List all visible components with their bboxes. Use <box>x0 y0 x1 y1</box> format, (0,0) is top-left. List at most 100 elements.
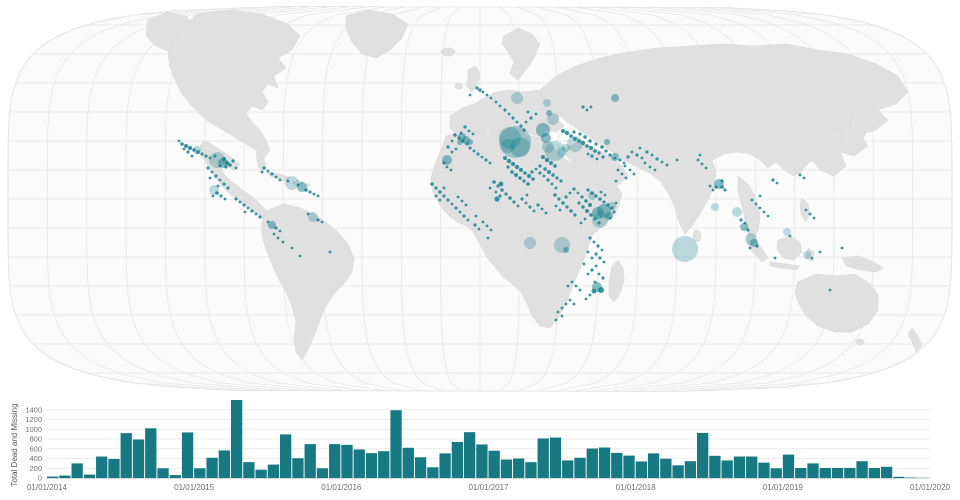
map-bubble[interactable] <box>507 112 511 116</box>
map-bubble[interactable] <box>312 192 316 196</box>
map-bubble[interactable] <box>810 256 814 260</box>
map-bubble[interactable] <box>568 191 572 195</box>
map-bubble[interactable] <box>755 244 759 248</box>
map-bubble[interactable] <box>458 210 462 214</box>
map-bubble[interactable] <box>222 182 226 186</box>
map-bubble[interactable] <box>594 252 598 256</box>
map-bubble[interactable] <box>446 145 450 149</box>
bar[interactable] <box>402 447 414 478</box>
map-bubble[interactable] <box>501 139 515 153</box>
map-bubble[interactable] <box>281 240 285 244</box>
bar[interactable] <box>758 462 770 478</box>
map-bubble[interactable] <box>266 220 270 224</box>
bar[interactable] <box>71 463 83 479</box>
map-bubble[interactable] <box>434 186 438 190</box>
map-bubble[interactable] <box>480 155 484 159</box>
map-bubble[interactable] <box>450 139 454 143</box>
map-bubble[interactable] <box>572 187 576 191</box>
map-bubble[interactable] <box>746 228 750 232</box>
map-bubble[interactable] <box>488 186 492 190</box>
map-bubble[interactable] <box>798 173 802 177</box>
map-bubble[interactable] <box>601 276 605 280</box>
map-bubble[interactable] <box>626 155 630 159</box>
map-bubble[interactable] <box>485 224 489 228</box>
map-bubble[interactable] <box>268 221 276 229</box>
map-bubble[interactable] <box>492 180 496 184</box>
map-bubble[interactable] <box>590 268 594 272</box>
map-bubble[interactable] <box>723 188 727 192</box>
map-bubble[interactable] <box>597 221 601 225</box>
map-bubble[interactable] <box>543 99 551 107</box>
map-bubble[interactable] <box>320 220 324 224</box>
map-bubble[interactable] <box>473 223 477 227</box>
map-bubble[interactable] <box>453 133 457 137</box>
bar[interactable] <box>819 468 831 478</box>
map-bubble[interactable] <box>525 193 529 197</box>
map-bubble[interactable] <box>602 260 606 264</box>
map-bubble[interactable] <box>804 208 808 212</box>
map-bubble[interactable] <box>604 139 610 145</box>
map-bubble[interactable] <box>510 170 514 174</box>
map-bubble[interactable] <box>640 156 644 160</box>
map-bubble[interactable] <box>214 174 218 178</box>
map-bubble[interactable] <box>519 124 523 128</box>
bar[interactable] <box>451 442 464 478</box>
map-bubble[interactable] <box>328 250 332 254</box>
map-bubble[interactable] <box>595 157 599 161</box>
map-bubble[interactable] <box>590 256 594 260</box>
map-bubble[interactable] <box>564 302 568 306</box>
map-bubble[interactable] <box>675 158 679 162</box>
map-bubble[interactable] <box>564 195 568 199</box>
map-bubble[interactable] <box>720 185 724 189</box>
map-bubble[interactable] <box>606 203 610 207</box>
map-bubble[interactable] <box>559 179 563 183</box>
map-bubble[interactable] <box>524 237 536 249</box>
map-bubble[interactable] <box>557 147 567 157</box>
map-bubble[interactable] <box>597 272 601 276</box>
map-bubble[interactable] <box>529 116 533 120</box>
map-bubble[interactable] <box>600 145 604 149</box>
chart-bars[interactable] <box>47 400 930 479</box>
map-bubble[interactable] <box>278 178 282 182</box>
map-bubble[interactable] <box>573 213 577 217</box>
map-bubble[interactable] <box>246 206 250 210</box>
map-bubble[interactable] <box>530 170 534 174</box>
map-bubble[interactable] <box>550 182 554 186</box>
map-bubble[interactable] <box>494 196 500 202</box>
map-bubble[interactable] <box>788 234 792 238</box>
map-bubble[interactable] <box>467 129 471 133</box>
map-bubble[interactable] <box>481 90 485 94</box>
map-bubble[interactable] <box>762 210 766 214</box>
bar[interactable] <box>647 453 660 478</box>
map-bubble[interactable] <box>546 110 552 116</box>
map-bubble[interactable] <box>476 152 480 156</box>
map-bubble[interactable] <box>534 167 538 171</box>
bar[interactable] <box>660 458 672 478</box>
map-bubble[interactable] <box>457 136 461 140</box>
map-bubble[interactable] <box>266 169 270 173</box>
map-bubble[interactable] <box>224 165 228 169</box>
map-bubble[interactable] <box>616 168 620 172</box>
map-bubble[interactable] <box>696 158 700 162</box>
map-bubble[interactable] <box>442 161 446 165</box>
bar[interactable] <box>868 468 880 478</box>
map-bubble[interactable] <box>532 209 536 213</box>
map-bubble[interactable] <box>503 156 507 160</box>
map-bubble[interactable] <box>442 194 446 198</box>
map-bubble[interactable] <box>588 293 592 297</box>
map-bubble[interactable] <box>504 192 508 196</box>
map-bubble[interactable] <box>285 176 299 190</box>
bar[interactable] <box>696 432 709 478</box>
map-bubble[interactable] <box>598 256 602 260</box>
map-bubble[interactable] <box>242 203 246 207</box>
map-bubble[interactable] <box>635 153 639 157</box>
map-bubble[interactable] <box>739 218 743 222</box>
map-bubble[interactable] <box>258 215 262 219</box>
map-bubble[interactable] <box>608 153 612 157</box>
map-bubble[interactable] <box>524 120 528 124</box>
map-bubble[interactable] <box>714 185 718 189</box>
map-bubble[interactable] <box>588 139 592 143</box>
bar[interactable] <box>770 468 782 478</box>
map-bubble[interactable] <box>234 197 238 201</box>
map-bubble[interactable] <box>578 288 582 292</box>
